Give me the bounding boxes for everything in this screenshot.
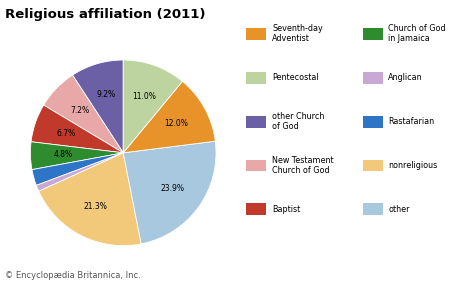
Wedge shape: [32, 153, 123, 185]
Text: New Testament
Church of God: New Testament Church of God: [272, 156, 334, 175]
Text: Pentecostal: Pentecostal: [272, 73, 319, 82]
Text: 11.0%: 11.0%: [132, 92, 155, 100]
Text: © Encyclopædia Britannica, Inc.: © Encyclopædia Britannica, Inc.: [5, 271, 140, 280]
Wedge shape: [31, 105, 123, 153]
Wedge shape: [44, 75, 123, 153]
Wedge shape: [123, 60, 182, 153]
Wedge shape: [73, 60, 123, 153]
Text: 4.8%: 4.8%: [54, 150, 73, 159]
Text: Rastafarian: Rastafarian: [388, 117, 434, 126]
Text: 7.2%: 7.2%: [70, 106, 89, 115]
Text: 21.3%: 21.3%: [84, 202, 108, 211]
Wedge shape: [123, 81, 215, 153]
Text: other Church
of God: other Church of God: [272, 112, 324, 131]
Wedge shape: [36, 153, 123, 191]
Text: Anglican: Anglican: [388, 73, 423, 82]
Text: Baptist: Baptist: [272, 205, 301, 214]
Text: Seventh-day
Adventist: Seventh-day Adventist: [272, 24, 323, 44]
Wedge shape: [30, 142, 123, 170]
Text: Church of God
in Jamaica: Church of God in Jamaica: [388, 24, 446, 44]
Text: 12.0%: 12.0%: [164, 119, 188, 128]
Text: 23.9%: 23.9%: [160, 184, 184, 193]
Wedge shape: [123, 141, 216, 244]
Text: 6.7%: 6.7%: [56, 129, 76, 138]
Text: 9.2%: 9.2%: [97, 91, 116, 100]
Text: other: other: [388, 205, 410, 214]
Text: nonreligious: nonreligious: [388, 161, 438, 170]
Text: Religious affiliation (2011): Religious affiliation (2011): [5, 8, 205, 22]
Wedge shape: [39, 153, 141, 246]
